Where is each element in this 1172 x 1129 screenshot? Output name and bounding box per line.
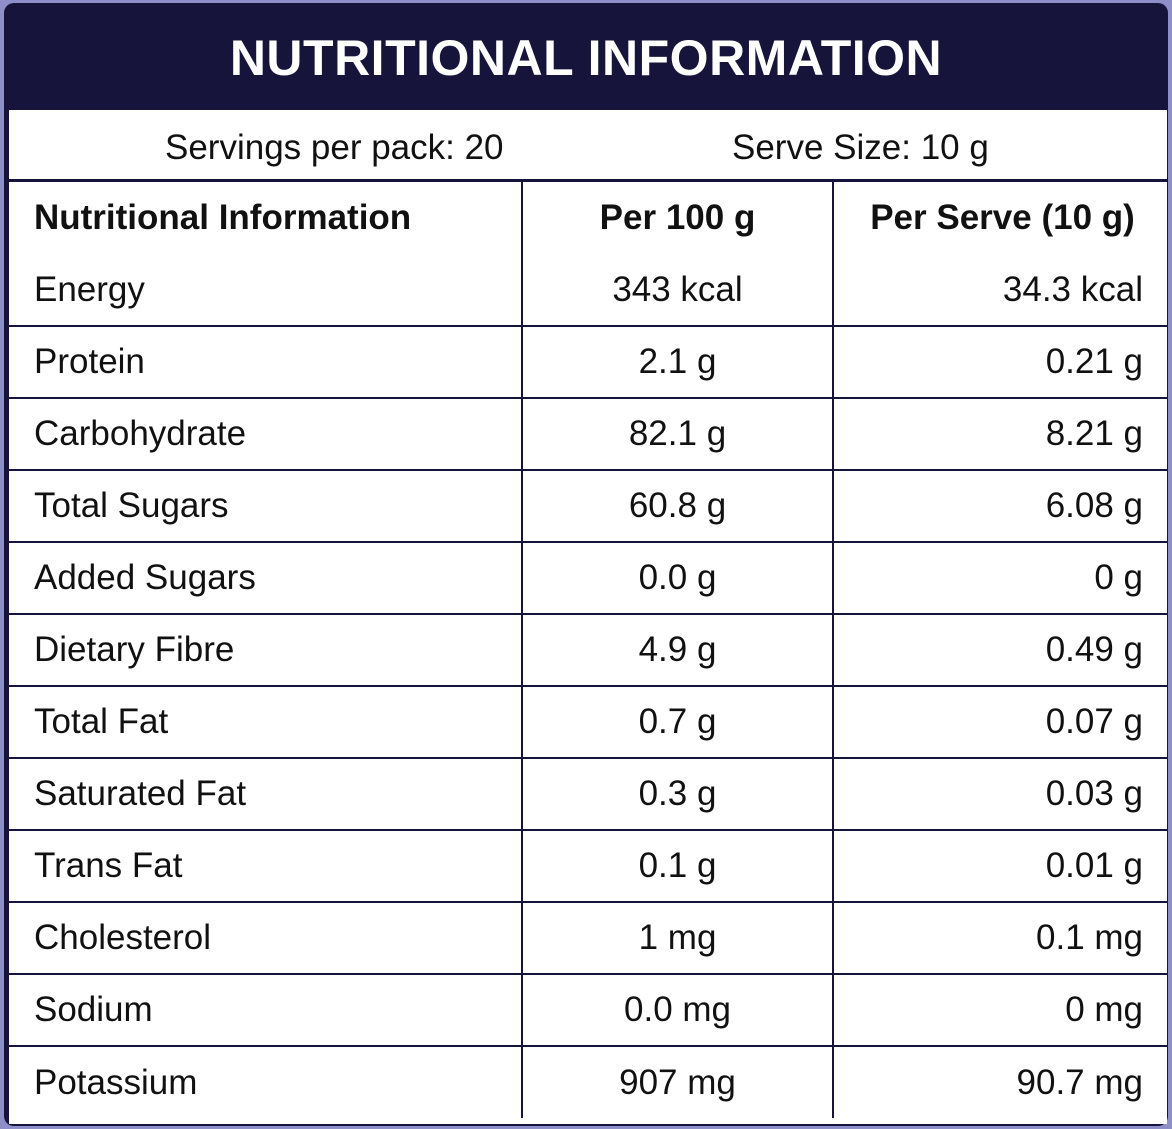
nutrient-name: Added Sugars	[9, 542, 523, 614]
value-per-serve: 0.1 mg	[1036, 918, 1143, 957]
nutrient-name: Cholesterol	[9, 902, 523, 974]
servings-per-pack: Servings per pack: 20	[165, 128, 504, 167]
table-row: Trans Fat 0.1 g 0.01 g	[9, 830, 1167, 902]
value-per-serve: 0.49 g	[1045, 630, 1143, 669]
table-row: Dietary Fibre 4.9 g 0.49 g	[9, 614, 1167, 686]
page-title: NUTRITIONAL INFORMATION	[229, 30, 943, 86]
column-header-nutrient: Nutritional Information	[9, 182, 523, 254]
column-header-per-serve: Per Serve (10 g)	[870, 198, 1135, 237]
value-per-100g: 0.0 g	[522, 542, 834, 614]
nutrient-name: Total Fat	[9, 686, 523, 758]
column-header-per-100g: Per 100 g	[522, 182, 834, 254]
value-per-serve: 0 mg	[1065, 990, 1143, 1029]
serve-size: Serve Size: 10 g	[732, 128, 989, 167]
nutrient-name: Total Sugars	[9, 470, 523, 542]
value-per-100g: 82.1 g	[522, 398, 834, 470]
value-per-serve: 90.7 mg	[1016, 1062, 1143, 1102]
value-per-serve: 0 g	[1094, 558, 1143, 597]
nutrient-name: Trans Fat	[9, 830, 523, 902]
value-per-100g: 0.1 g	[522, 830, 834, 902]
table-header-row: Nutritional Information Per 100 g Per Se…	[9, 182, 1167, 254]
nutrient-name: Sodium	[9, 974, 523, 1046]
value-per-serve: 34.3 kcal	[1002, 269, 1143, 309]
value-per-serve: 0.21 g	[1045, 342, 1143, 381]
nutrient-name: Carbohydrate	[9, 398, 523, 470]
value-per-100g: 0.3 g	[522, 758, 834, 830]
title-bar: NUTRITIONAL INFORMATION	[4, 3, 1168, 110]
nutrient-name: Protein	[9, 326, 523, 398]
value-per-100g: 907 mg	[522, 1046, 834, 1118]
value-per-100g: 343 kcal	[522, 254, 834, 326]
nutrient-name: Potassium	[9, 1046, 523, 1118]
table-row: Sodium 0.0 mg 0 mg	[9, 974, 1167, 1046]
nutrition-table: Nutritional Information Per 100 g Per Se…	[9, 182, 1167, 1118]
value-per-serve: 0.03 g	[1045, 774, 1143, 813]
nutrient-name: Saturated Fat	[9, 758, 523, 830]
nutrient-name: Energy	[9, 254, 523, 326]
value-per-100g: 1 mg	[522, 902, 834, 974]
value-per-100g: 4.9 g	[522, 614, 834, 686]
table-row: Carbohydrate 82.1 g 8.21 g	[9, 398, 1167, 470]
serving-info-row: Servings per pack: 20 Serve Size: 10 g	[9, 110, 1167, 182]
value-per-serve: 8.21 g	[1045, 414, 1143, 453]
table-row: Added Sugars 0.0 g 0 g	[9, 542, 1167, 614]
nutrient-name: Dietary Fibre	[9, 614, 523, 686]
table-row: Saturated Fat 0.3 g 0.03 g	[9, 758, 1167, 830]
value-per-100g: 0.7 g	[522, 686, 834, 758]
nutrition-label-panel: NUTRITIONAL INFORMATION Servings per pac…	[4, 3, 1168, 1126]
table-row: Potassium 907 mg 90.7 mg	[9, 1046, 1167, 1118]
value-per-100g: 60.8 g	[522, 470, 834, 542]
table-row: Energy 343 kcal 34.3 kcal	[9, 254, 1167, 326]
value-per-100g: 2.1 g	[522, 326, 834, 398]
value-per-serve: 0.07 g	[1045, 702, 1143, 741]
table-row: Total Sugars 60.8 g 6.08 g	[9, 470, 1167, 542]
table-body: Energy 343 kcal 34.3 kcal Protein 2.1 g 0.21 …	[9, 254, 1167, 1118]
table-row: Cholesterol 1 mg 0.1 mg	[9, 902, 1167, 974]
value-per-serve: 0.01 g	[1045, 846, 1143, 885]
table-row: Protein 2.1 g 0.21 g	[9, 326, 1167, 398]
nutrition-sheet: Servings per pack: 20 Serve Size: 10 g N…	[9, 110, 1167, 1124]
value-per-100g: 0.0 mg	[522, 974, 834, 1046]
table-row: Total Fat 0.7 g 0.07 g	[9, 686, 1167, 758]
value-per-serve: 6.08 g	[1045, 486, 1143, 525]
